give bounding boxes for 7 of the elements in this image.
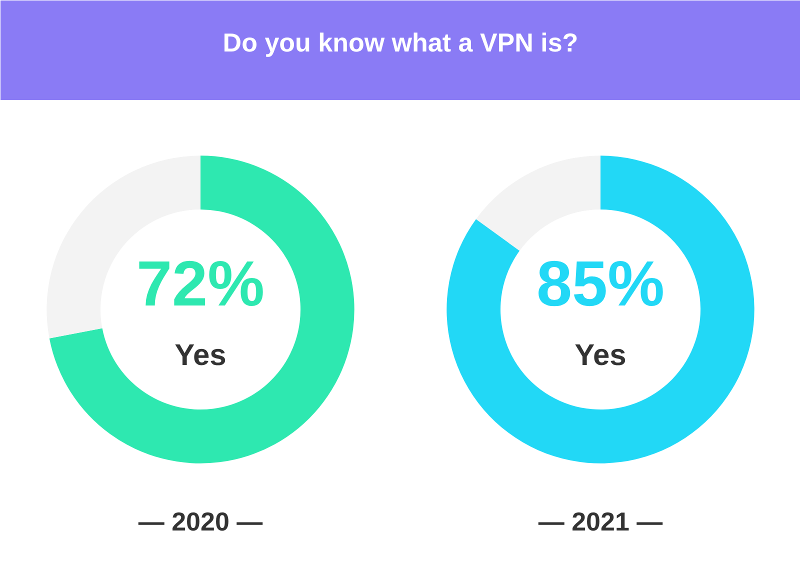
slice-label: Yes xyxy=(574,339,626,372)
text: — 2021 — xyxy=(538,506,663,537)
slice-label: Yes xyxy=(174,339,226,372)
text: — 2020 — xyxy=(138,506,263,537)
data-label: 85% xyxy=(536,247,665,320)
data-label: 72% xyxy=(136,247,265,320)
chart-title: Do you know what a VPN is? xyxy=(222,28,578,58)
